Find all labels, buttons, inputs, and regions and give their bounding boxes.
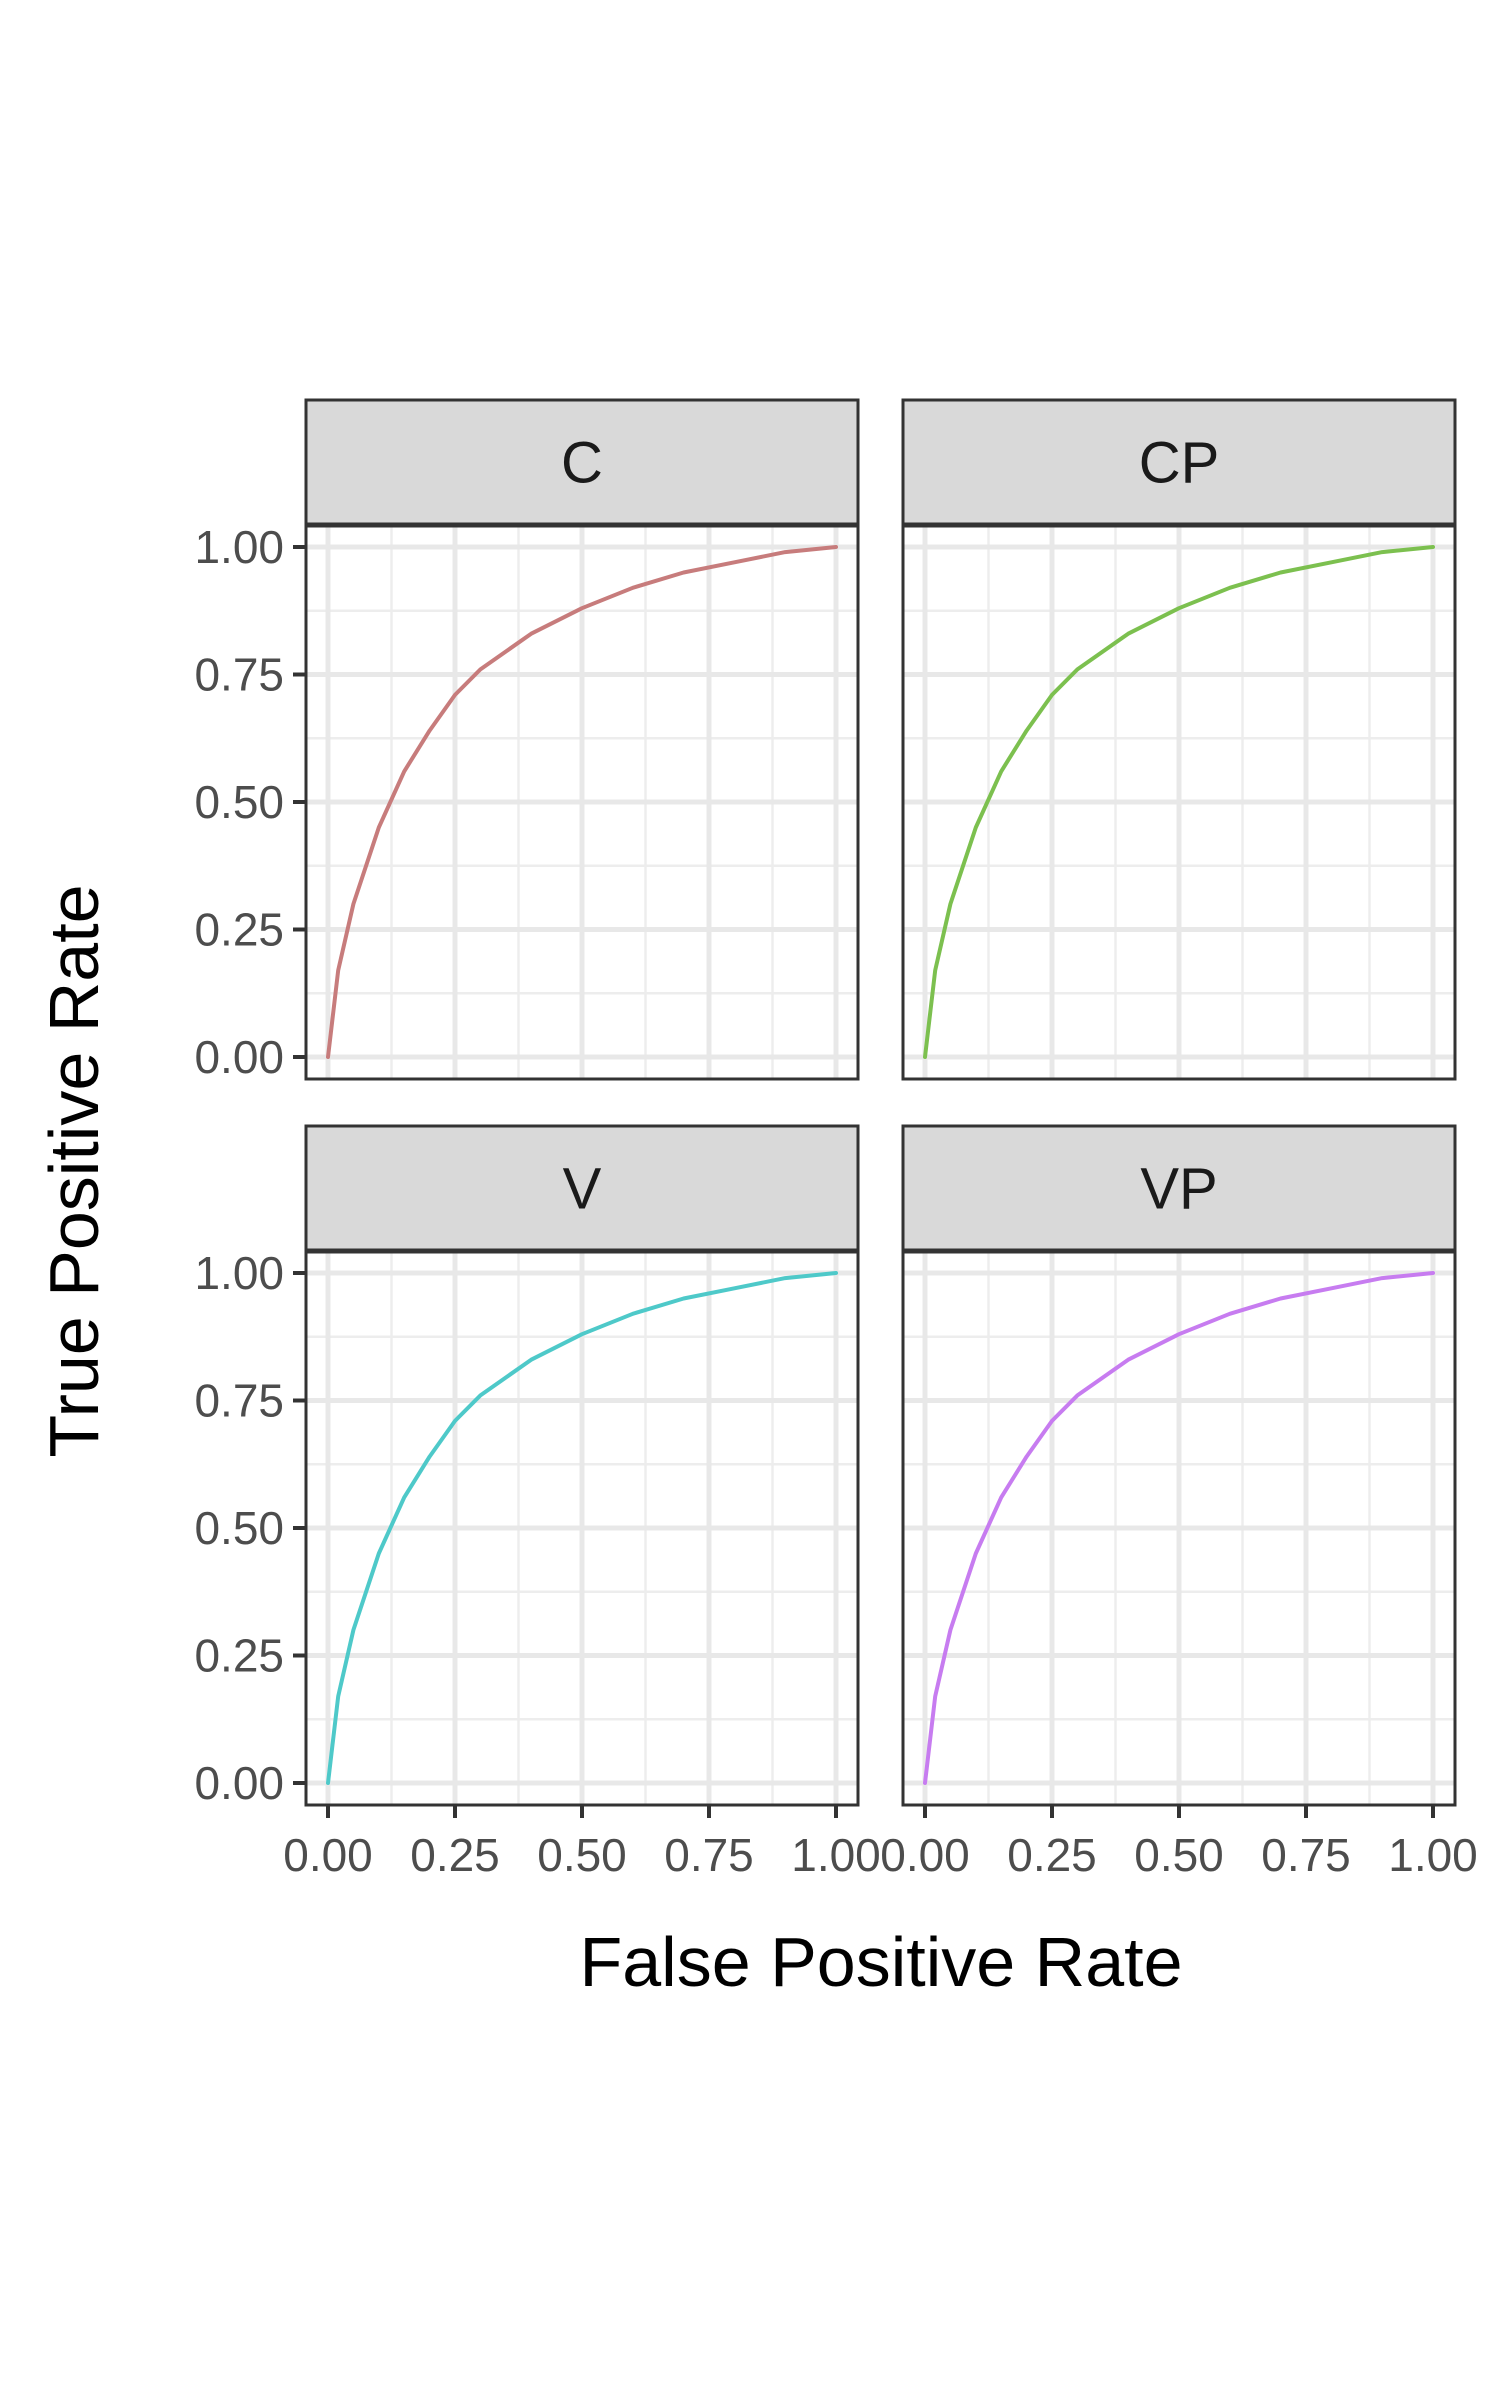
y-axis-title: True Positive Rate [35,884,113,1457]
x-tick-label: 0.00 [880,1829,970,1881]
panel-vp: VP 0.00 0.25 0.50 0.75 1.00 [880,1124,1478,1881]
x-tick-label: 1.00 [791,1829,881,1881]
roc-curve-c [326,545,838,1059]
y-tick-label: 0.25 [194,1630,284,1682]
y-tick-label: 0.25 [194,904,284,956]
panel-cp: CP [901,398,1457,1081]
panel-c: C 0.00 0.25 0.50 0.75 1.00 [194,398,860,1083]
roc-curve-cp [923,545,1435,1059]
facet-label-c: C [561,431,603,496]
y-tick-label: 1.00 [194,1247,284,1299]
y-tick-label: 0.50 [194,1502,284,1554]
y-tick-label: 0.00 [194,1031,284,1083]
x-tick-label: 0.25 [410,1829,500,1881]
facet-label-v: V [563,1157,602,1222]
y-tick-label: 0.75 [194,1375,284,1427]
facet-strip [304,398,860,527]
facet-label-vp: VP [1140,1157,1217,1222]
facet-strip [304,1124,860,1253]
x-tick-label: 1.00 [1388,1829,1478,1881]
facet-panels: C 0.00 0.25 0.50 0.75 1.00 CP V 0.00 0.25 0.50 0.75… [194,398,1478,1881]
facet-strip [901,1124,1457,1253]
roc-curve-v [326,1271,838,1785]
x-tick-label: 0.50 [537,1829,627,1881]
facet-label-cp: CP [1139,431,1220,496]
y-tick-label: 1.00 [194,521,284,573]
x-tick-label: 0.00 [283,1829,373,1881]
panel-v: V 0.00 0.25 0.50 0.75 1.00 0.00 0.25 0.50 0.75 1.0… [194,1124,881,1881]
y-tick-label: 0.50 [194,776,284,828]
x-tick-label: 0.50 [1134,1829,1224,1881]
x-tick-label: 0.75 [1261,1829,1351,1881]
facet-strip [901,398,1457,527]
y-tick-label: 0.75 [194,649,284,701]
y-tick-label: 0.00 [194,1757,284,1809]
x-axis-title: False Positive Rate [579,1923,1182,2001]
x-tick-label: 0.75 [664,1829,754,1881]
roc-curve-vp [923,1271,1435,1785]
x-tick-label: 0.25 [1007,1829,1097,1881]
